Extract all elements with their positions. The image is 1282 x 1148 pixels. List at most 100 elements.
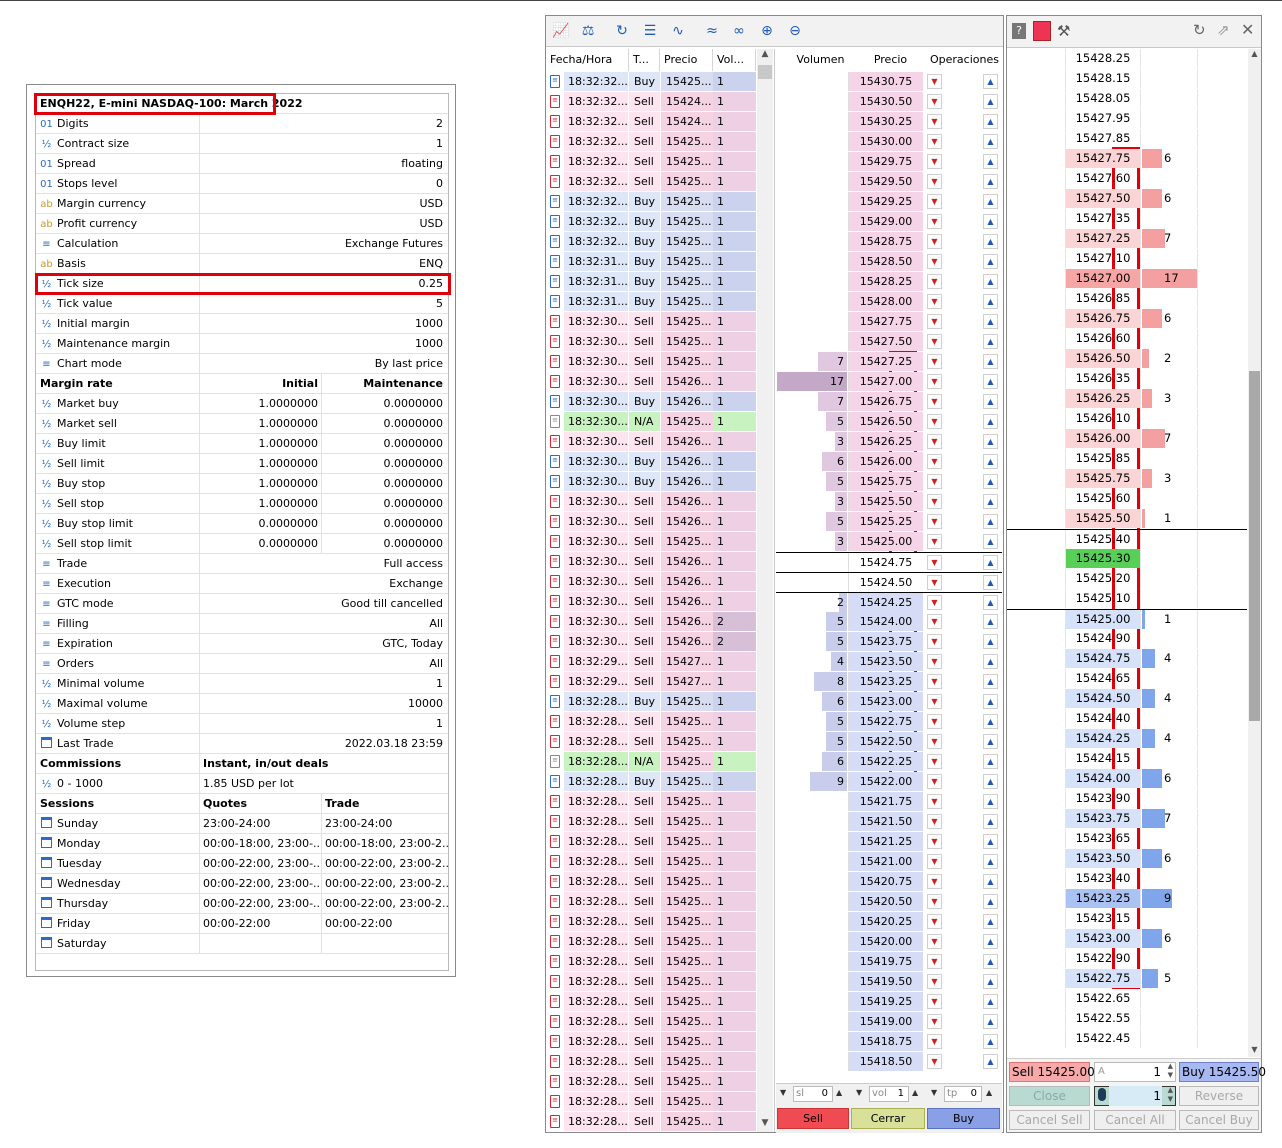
sell-arrow-button[interactable]: ▼ xyxy=(927,934,942,949)
book-row[interactable]: 15419.75 ▼ ▲ xyxy=(776,952,1002,972)
book-row[interactable]: 15430.25 ▼ ▲ xyxy=(776,112,1002,132)
ladder-row[interactable]: 15426.25 3 xyxy=(1007,389,1247,409)
buy-arrow-button[interactable]: ▲ xyxy=(983,174,998,189)
trade-row[interactable]: ≡ 18:32:28... Buy 15425... 1 xyxy=(546,772,756,792)
trade-row[interactable]: ≡ 18:32:32... Buy 15425... 1 xyxy=(546,232,756,252)
book-row[interactable]: 15428.75 ▼ ▲ xyxy=(776,232,1002,252)
buy-arrow-button[interactable]: ▲ xyxy=(983,974,998,989)
ladder-close-button[interactable]: Close xyxy=(1009,1086,1090,1106)
book-row[interactable]: 6 15426.00 ▼ ▲ xyxy=(776,452,1002,472)
sell-arrow-button[interactable]: ▼ xyxy=(927,1014,942,1029)
book-row[interactable]: 6 15422.25 ▼ ▲ xyxy=(776,752,1002,772)
ladder-row[interactable]: 15422.90 xyxy=(1007,949,1247,969)
trade-row[interactable]: ≡ 18:32:30... Sell 15426... 2 xyxy=(546,632,756,652)
trade-row[interactable]: ≡ 18:32:28... Sell 15425... 1 xyxy=(546,1112,756,1132)
sell-arrow-button[interactable]: ▼ xyxy=(927,714,942,729)
buy-arrow-button[interactable]: ▲ xyxy=(983,254,998,269)
buy-arrow-button[interactable]: ▲ xyxy=(983,294,998,309)
header-price[interactable]: Precio xyxy=(660,49,713,71)
sell-arrow-button[interactable]: ▼ xyxy=(927,474,942,489)
buy-arrow-button[interactable]: ▲ xyxy=(983,274,998,289)
sell-arrow-button[interactable]: ▼ xyxy=(927,494,942,509)
trades-scrollbar[interactable]: ▲ ▼ xyxy=(757,49,773,1132)
buy-arrow-button[interactable]: ▲ xyxy=(983,1034,998,1049)
buy-arrow-button[interactable]: ▲ xyxy=(983,474,998,489)
book-row[interactable]: 15419.00 ▼ ▲ xyxy=(776,1012,1002,1032)
trade-row[interactable]: ≡ 18:32:30... Buy 15426... 1 xyxy=(546,392,756,412)
trade-row[interactable]: ≡ 18:32:29... Sell 15427... 1 xyxy=(546,652,756,672)
buy-arrow-button[interactable]: ▲ xyxy=(983,934,998,949)
buy-arrow-button[interactable]: ▲ xyxy=(983,214,998,229)
sell-arrow-button[interactable]: ▼ xyxy=(927,1034,942,1049)
book-row[interactable]: 5 15424.00 ▼ ▲ xyxy=(776,612,1002,632)
sell-arrow-button[interactable]: ▼ xyxy=(927,654,942,669)
book-row[interactable]: 7 15426.75 ▼ ▲ xyxy=(776,392,1002,412)
trade-row[interactable]: ≡ 18:32:30... N/A 15425... 1 xyxy=(546,412,756,432)
trade-row[interactable]: ≡ 18:32:30... Sell 15426... 1 xyxy=(546,552,756,572)
help-icon[interactable]: ? xyxy=(1012,23,1026,39)
ladder-row[interactable]: 15425.60 xyxy=(1007,489,1247,509)
sell-arrow-button[interactable]: ▼ xyxy=(927,514,942,529)
sell-arrow-button[interactable]: ▼ xyxy=(927,434,942,449)
link-icon[interactable]: ∞ xyxy=(733,23,745,39)
trade-row[interactable]: ≡ 18:32:30... Sell 15426... 2 xyxy=(546,612,756,632)
buy-arrow-button[interactable]: ▲ xyxy=(983,734,998,749)
buy-arrow-button[interactable]: ▲ xyxy=(983,634,998,649)
ticks-icon[interactable]: ∿ xyxy=(672,23,684,39)
ladder-scrollbar[interactable]: ▲ ▼ xyxy=(1248,49,1261,1057)
sell-arrow-button[interactable]: ▼ xyxy=(927,314,942,329)
buy-arrow-button[interactable]: ▲ xyxy=(983,1054,998,1069)
book-row[interactable]: 15429.00 ▼ ▲ xyxy=(776,212,1002,232)
book-row[interactable]: 5 15423.75 ▼ ▲ xyxy=(776,632,1002,652)
ladder-row[interactable]: 15422.65 xyxy=(1007,989,1247,1009)
trade-row[interactable]: ≡ 18:32:28... N/A 15425... 1 xyxy=(546,752,756,772)
buy-arrow-button[interactable]: ▲ xyxy=(983,674,998,689)
book-row[interactable]: 5 15425.75 ▼ ▲ xyxy=(776,472,1002,492)
sl-up-arrow[interactable]: ▲ xyxy=(836,1088,843,1097)
ladder-row[interactable]: 15423.90 xyxy=(1007,789,1247,809)
sell-arrow-button[interactable]: ▼ xyxy=(927,754,942,769)
book-row[interactable]: 15428.00 ▼ ▲ xyxy=(776,292,1002,312)
sl-down-arrow[interactable]: ▼ xyxy=(780,1088,787,1097)
book-row[interactable]: 15420.75 ▼ ▲ xyxy=(776,872,1002,892)
trade-row[interactable]: ≡ 18:32:30... Sell 15425... 1 xyxy=(546,532,756,552)
buy-arrow-button[interactable]: ▲ xyxy=(983,754,998,769)
ladder-row[interactable]: 15426.00 7 xyxy=(1007,429,1247,449)
trade-row[interactable]: ≡ 18:32:32... Buy 15425... 1 xyxy=(546,212,756,232)
reload-icon[interactable]: ↻ xyxy=(1193,21,1206,39)
ladder-row[interactable]: 15427.50 6 xyxy=(1007,189,1247,209)
trade-row[interactable]: ≡ 18:32:28... Sell 15425... 1 xyxy=(546,1072,756,1092)
book-row[interactable]: 15429.25 ▼ ▲ xyxy=(776,192,1002,212)
buy-arrow-button[interactable]: ▲ xyxy=(983,874,998,889)
ladder-row[interactable]: 15426.50 2 xyxy=(1007,349,1247,369)
sell-arrow-button[interactable]: ▼ xyxy=(927,634,942,649)
ladder-row[interactable]: 15425.50 1 xyxy=(1007,509,1247,529)
sell-arrow-button[interactable]: ▼ xyxy=(927,595,942,610)
sell-arrow-button[interactable]: ▼ xyxy=(927,834,942,849)
ladder-row[interactable]: 15425.40 xyxy=(1007,529,1247,549)
trade-row[interactable]: ≡ 18:32:30... Sell 15426... 1 xyxy=(546,512,756,532)
trade-row[interactable]: ≡ 18:32:30... Sell 15425... 1 xyxy=(546,332,756,352)
trade-row[interactable]: ≡ 18:32:30... Sell 15426... 1 xyxy=(546,572,756,592)
buy-arrow-button[interactable]: ▲ xyxy=(983,854,998,869)
sell-arrow-button[interactable]: ▼ xyxy=(927,174,942,189)
sell-arrow-button[interactable]: ▼ xyxy=(927,974,942,989)
sell-arrow-button[interactable]: ▼ xyxy=(927,274,942,289)
buy-arrow-button[interactable]: ▲ xyxy=(983,595,998,610)
trade-row[interactable]: ≡ 18:32:28... Sell 15425... 1 xyxy=(546,812,756,832)
sell-arrow-button[interactable]: ▼ xyxy=(927,854,942,869)
vol-up-arrow[interactable]: ▲ xyxy=(912,1088,919,1097)
ladder-row[interactable]: 15427.75 6 xyxy=(1007,149,1247,169)
trade-row[interactable]: ≡ 18:32:28... Sell 15425... 1 xyxy=(546,932,756,952)
ladder-sell-button[interactable]: Sell 15425.00 xyxy=(1009,1062,1095,1082)
book-row[interactable]: 15424.75 ▼ ▲ xyxy=(776,552,1002,572)
ladder-row[interactable]: 15426.10 xyxy=(1007,409,1247,429)
ladder-row[interactable]: 15424.50 4 xyxy=(1007,689,1247,709)
header-price-book[interactable]: Precio xyxy=(873,53,908,66)
ladder-row[interactable]: 15428.25 xyxy=(1007,49,1247,69)
sell-arrow-button[interactable]: ▼ xyxy=(927,534,942,549)
trade-row[interactable]: ≡ 18:32:31... Buy 15425... 1 xyxy=(546,252,756,272)
trade-row[interactable]: ≡ 18:32:32... Sell 15424... 1 xyxy=(546,92,756,112)
sell-arrow-button[interactable]: ▼ xyxy=(927,575,942,590)
trade-row[interactable]: ≡ 18:32:32... Sell 15425... 1 xyxy=(546,132,756,152)
